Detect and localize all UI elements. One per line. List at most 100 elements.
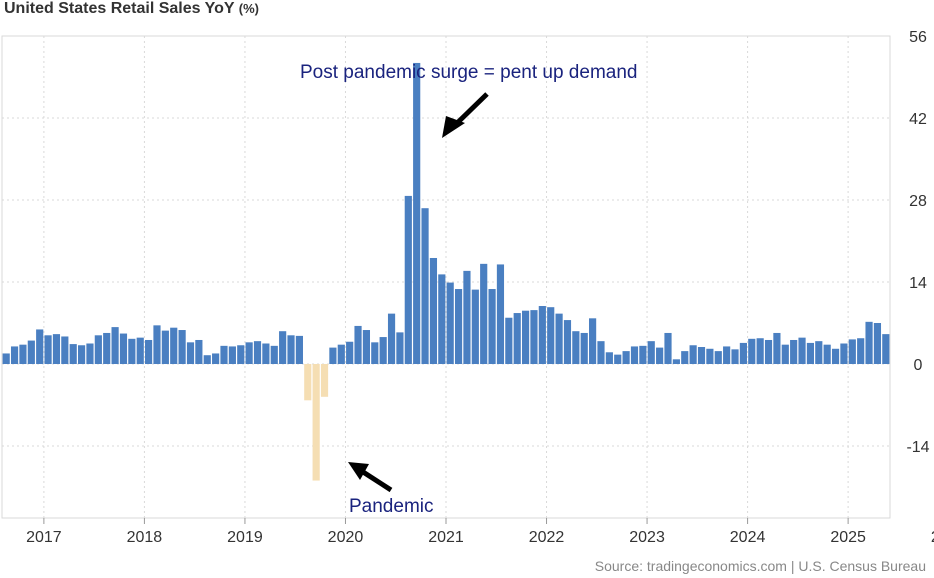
bar: [831, 348, 840, 364]
bar: [697, 347, 706, 364]
annotation-post-pandemic: Post pandemic surge = pent up demand: [300, 62, 637, 83]
bar: [27, 340, 35, 364]
bar: [387, 313, 396, 364]
bar: [320, 364, 329, 397]
x-tick-label: 2022: [529, 529, 565, 546]
bar: [44, 335, 52, 364]
bar: [521, 310, 530, 364]
bar: [723, 346, 731, 364]
bar: [630, 346, 639, 364]
bar: [170, 327, 178, 364]
bar: [538, 306, 546, 364]
bar: [304, 364, 312, 401]
bar: [580, 332, 588, 364]
bar: [589, 318, 597, 364]
bar: [706, 348, 714, 364]
bar: [253, 341, 262, 364]
bar: [396, 332, 404, 364]
bar: [773, 332, 781, 364]
bar: [781, 344, 789, 364]
bar: [312, 364, 320, 481]
bar: [270, 345, 278, 364]
bar: [647, 341, 655, 364]
bar: [421, 208, 429, 364]
bar: [756, 338, 764, 364]
bar: [438, 274, 446, 364]
bar: [237, 345, 245, 364]
bar: [513, 313, 521, 364]
bar: [228, 346, 236, 364]
y-tick-label: 42: [909, 111, 927, 128]
bar: [840, 343, 848, 364]
bar: [572, 331, 580, 364]
bar: [346, 341, 354, 364]
x-tick-label: 2025: [830, 529, 866, 546]
bar: [689, 345, 697, 364]
bar: [505, 317, 513, 364]
bar: [454, 289, 463, 364]
bar: [848, 339, 856, 364]
bar: [128, 338, 136, 364]
x-tick-label: 2024: [730, 529, 766, 546]
bar: [681, 351, 689, 364]
annotation-arrowhead-pandemic: [348, 462, 369, 480]
chart-title-unit: (%): [238, 1, 259, 16]
bar: [488, 289, 496, 364]
bar: [739, 342, 747, 364]
chart-annotations: Post pandemic surge = pent up demand Pan…: [300, 62, 637, 517]
bar: [496, 264, 505, 364]
x-tick-label: 2019: [227, 529, 263, 546]
bar: [145, 339, 153, 364]
bar: [790, 339, 798, 364]
bar: [69, 344, 77, 364]
bar: [530, 310, 538, 364]
bar: [362, 330, 371, 364]
bar: [865, 321, 873, 364]
bar: [354, 325, 362, 364]
bar: [279, 331, 287, 364]
x-tick-label: 2017: [26, 529, 62, 546]
bar: [873, 323, 882, 364]
bar: [103, 332, 111, 364]
x-axis-ticks: 2017 2018 2019 2020 2021 2022 2023 2024 2025 2026: [26, 529, 934, 546]
bar: [195, 339, 203, 364]
bar: [371, 342, 379, 364]
bar: [413, 62, 421, 365]
bar: [555, 313, 563, 364]
bar: [404, 195, 412, 364]
bar: [178, 330, 186, 364]
bar: [86, 343, 94, 364]
bar: [605, 352, 613, 364]
bar: [597, 341, 605, 364]
x-tick-label: 2018: [127, 529, 163, 546]
bar: [161, 330, 169, 364]
bar: [119, 333, 128, 364]
bar: [639, 345, 647, 364]
bar: [203, 355, 211, 364]
bar: [295, 335, 303, 364]
bar: [731, 349, 739, 364]
y-tick-label: 14: [909, 275, 927, 292]
bar: [77, 345, 86, 364]
y-tick-label: 0: [914, 357, 923, 374]
y-axis-ticks: 56 42 28 14 0 -14: [906, 29, 929, 456]
bar: [764, 339, 773, 364]
bar: [563, 320, 572, 364]
bar: [815, 341, 823, 364]
x-tick-label: 2023: [629, 529, 665, 546]
bar: [2, 353, 10, 364]
chart-title: United States Retail Sales YoY (%): [4, 0, 259, 18]
bar: [882, 334, 890, 364]
bar: [798, 337, 806, 364]
x-tick-label: 2021: [428, 529, 464, 546]
bar: [446, 282, 454, 364]
bar: [262, 343, 270, 364]
bar: [547, 307, 555, 364]
bar: [36, 329, 44, 364]
bar: [186, 342, 195, 364]
bar: [823, 344, 831, 364]
source-credit: Source: tradingeconomics.com | U.S. Cens…: [594, 558, 926, 574]
x-tick-label: 2020: [328, 529, 364, 546]
bar: [287, 335, 295, 364]
chart-title-text: United States Retail Sales YoY: [4, 0, 235, 17]
